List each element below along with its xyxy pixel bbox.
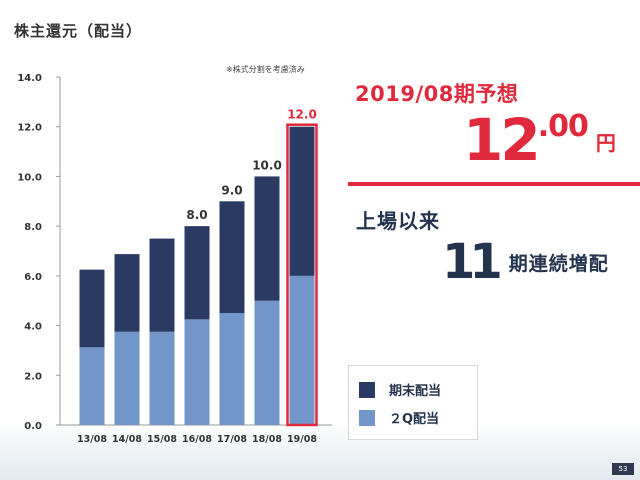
chart-legend: 期末配当 ２Q配当 (348, 365, 478, 440)
y-tick-label: 12.0 (17, 123, 42, 134)
bar-year-end (114, 254, 140, 332)
bar-interim (114, 331, 140, 425)
y-tick-label: 6.0 (24, 272, 42, 283)
bar-year-end (219, 201, 245, 314)
dividend-chart: 0.0 2.0 4.0 6.0 8.0 10.0 12.0 14.0 13/08 14/08 15/… (17, 73, 332, 445)
y-tick-label: 2.0 (24, 371, 42, 382)
x-tick-label: 14/08 (112, 434, 142, 445)
x-tick-label: 16/08 (182, 434, 212, 445)
bar-year-end (149, 238, 175, 332)
bar-interim (289, 275, 315, 425)
bar-year-end (289, 126, 315, 276)
since-listing-label: 上場以来 (356, 209, 440, 233)
bar-interim (254, 300, 280, 425)
bar-interim (79, 347, 105, 425)
y-tick-label: 14.0 (17, 73, 42, 84)
page-title: 株主還元（配当） (14, 22, 143, 40)
bar-interim (149, 331, 175, 425)
page-number: 53 (612, 463, 634, 475)
dividend-streak: 11 期連続増配 (442, 234, 609, 290)
streak-count: 11 (442, 234, 503, 290)
x-tick-label: 18/08 (252, 434, 282, 445)
y-tick-label: 10.0 (17, 172, 42, 183)
bar-interim (184, 319, 210, 425)
forecast-unit: 円 (595, 131, 616, 155)
divider-line (348, 182, 640, 186)
x-tick-label: 19/08 (287, 434, 317, 445)
total-label: 8.0 (186, 208, 207, 222)
forecast-integer: 12 (463, 106, 541, 174)
bar-year-end (184, 226, 210, 320)
x-tick-label: 17/08 (217, 434, 247, 445)
x-tick-label: 13/08 (77, 434, 107, 445)
bar-year-end (254, 176, 280, 301)
legend-swatch-interim (359, 409, 375, 426)
y-tick-label: 8.0 (24, 222, 42, 233)
legend-label-year-end: 期末配当 (389, 384, 442, 399)
highlight-box (286, 123, 318, 427)
legend-item-year-end: 期末配当 (359, 380, 441, 399)
forecast-label: 2019/08期予想 (355, 82, 519, 106)
total-label: 12.0 (287, 108, 317, 122)
y-tick-label: 4.0 (24, 322, 42, 333)
legend-item-interim: ２Q配当 (359, 408, 439, 427)
total-label: 10.0 (252, 158, 282, 172)
bar-interim (219, 313, 245, 425)
legend-label-interim: ２Q配当 (389, 412, 440, 427)
forecast-value: 12.00 円 (463, 106, 616, 174)
forecast-decimal: .00 (537, 109, 589, 144)
streak-label: 期連続増配 (508, 253, 609, 275)
stock-split-note: ※株式分割を考慮済み (226, 65, 305, 74)
y-tick-label: 0.0 (24, 421, 42, 432)
legend-swatch-year-end (359, 381, 375, 398)
total-label: 9.0 (221, 183, 242, 197)
bar-year-end (79, 269, 105, 348)
x-tick-label: 15/08 (147, 434, 177, 445)
